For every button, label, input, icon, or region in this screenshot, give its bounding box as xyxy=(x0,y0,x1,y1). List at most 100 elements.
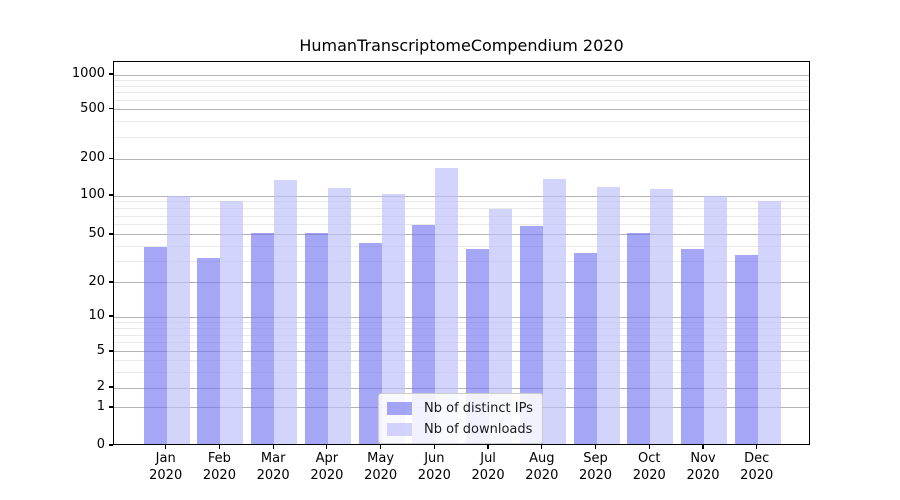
gridline-major xyxy=(114,234,809,236)
y-tick-mark xyxy=(109,157,113,160)
x-tick-year: 2020 xyxy=(256,467,290,483)
gridline-minor xyxy=(114,201,809,203)
x-axis-tick-label: Feb 2020 xyxy=(188,451,250,484)
x-tick-mark xyxy=(756,445,758,449)
bar-downloads-may xyxy=(381,193,405,444)
x-tick-month: Oct xyxy=(638,451,661,466)
x-tick-mark xyxy=(326,445,328,449)
gridline-major xyxy=(114,74,809,76)
x-axis-tick-label: Mar 2020 xyxy=(242,451,304,484)
x-axis-tick-label: Apr 2020 xyxy=(296,451,358,484)
x-tick-month: Nov xyxy=(690,451,716,466)
x-tick-year: 2020 xyxy=(202,467,236,483)
y-axis-tick-label: 20 xyxy=(88,273,105,289)
bar-downloads-jul xyxy=(489,208,513,444)
gridline-major xyxy=(114,282,809,284)
x-tick-year: 2020 xyxy=(632,467,666,483)
x-tick-mark xyxy=(218,445,221,449)
x-tick-mark xyxy=(702,445,704,449)
bar-downloads-aug xyxy=(542,178,566,444)
x-tick-mark xyxy=(648,445,650,449)
gridline-minor xyxy=(114,215,809,217)
y-axis-tick-label: 10 xyxy=(88,308,105,323)
legend-label-distinct-ips: Nb of distinct IPs xyxy=(424,400,533,416)
y-axis-tick-label: 1000 xyxy=(71,66,105,82)
gridline-minor xyxy=(114,334,809,336)
x-tick-mark xyxy=(594,445,597,449)
x-tick-year: 2020 xyxy=(149,467,183,483)
bar-downloads-jan xyxy=(166,196,190,444)
x-tick-year: 2020 xyxy=(310,467,344,483)
gridline-major xyxy=(114,158,809,160)
y-tick-mark xyxy=(109,350,113,352)
gridline-major xyxy=(114,195,809,197)
legend-item-downloads: Nb of downloads xyxy=(387,420,533,438)
y-axis-tick-label: 1 xyxy=(96,398,105,414)
x-tick-year: 2020 xyxy=(417,467,451,483)
x-tick-mark xyxy=(380,445,382,449)
gridline-major xyxy=(114,387,809,389)
gridline-minor xyxy=(114,224,809,226)
gridline-minor xyxy=(114,99,809,101)
bar-distinct-ips-nov xyxy=(681,248,704,444)
gridline-major xyxy=(114,351,809,353)
gridline-major xyxy=(114,109,809,110)
x-tick-year: 2020 xyxy=(364,467,398,483)
plot-area: Nb of distinct IPs Nb of downloads xyxy=(113,61,810,445)
gridline-minor xyxy=(114,342,809,344)
bar-downloads-nov xyxy=(704,196,727,444)
legend-swatch-distinct-ips xyxy=(387,401,412,415)
x-tick-month: Jun xyxy=(424,451,445,466)
gridline-minor xyxy=(114,327,809,329)
gridline-minor xyxy=(114,261,809,263)
y-tick-mark xyxy=(109,107,113,110)
x-axis-tick-label: Oct 2020 xyxy=(618,451,680,484)
x-tick-mark xyxy=(487,445,489,449)
y-axis-tick-label: 500 xyxy=(80,100,105,116)
y-axis-tick-label: 200 xyxy=(80,150,105,166)
y-tick-mark xyxy=(109,73,113,75)
bar-distinct-ips-feb xyxy=(197,258,221,444)
gridline-minor xyxy=(114,92,809,94)
x-axis-tick-label: Sep 2020 xyxy=(565,451,627,484)
legend-swatch-downloads xyxy=(387,422,412,436)
x-axis-tick-label: Jan 2020 xyxy=(135,451,197,484)
y-tick-mark xyxy=(109,315,113,317)
x-tick-month: Jul xyxy=(480,451,496,466)
y-axis-tick-label: 0 xyxy=(96,437,105,452)
x-tick-mark xyxy=(541,445,543,449)
x-tick-year: 2020 xyxy=(471,467,505,483)
x-tick-year: 2020 xyxy=(525,467,559,483)
gridline-major xyxy=(114,316,809,318)
y-axis-tick-label: 2 xyxy=(96,379,105,395)
x-tick-month: Sep xyxy=(583,451,608,466)
gridline-minor xyxy=(114,246,809,248)
bar-downloads-jun xyxy=(435,167,459,444)
x-axis-tick-label: Aug 2020 xyxy=(511,451,573,484)
x-tick-month: Dec xyxy=(744,451,770,466)
gridline-minor xyxy=(114,85,809,87)
y-axis-tick-label: 50 xyxy=(88,225,105,241)
chart-title: HumanTranscriptomeCompendium 2020 xyxy=(299,36,624,55)
gridline-minor xyxy=(114,79,809,81)
x-tick-month: Feb xyxy=(207,451,231,466)
gridline-minor xyxy=(114,321,809,323)
legend-label-downloads: Nb of downloads xyxy=(424,421,533,437)
x-tick-month: Aug xyxy=(529,451,555,466)
bar-distinct-ips-aug xyxy=(519,225,543,444)
legend: Nb of distinct IPs Nb of downloads xyxy=(378,393,543,444)
bar-distinct-ips-sep xyxy=(573,253,597,444)
y-tick-mark xyxy=(109,386,113,388)
gridline-minor xyxy=(114,371,809,373)
x-axis-tick-label: Jul 2020 xyxy=(457,451,519,484)
x-tick-mark xyxy=(165,445,167,449)
y-tick-mark xyxy=(109,406,113,408)
x-tick-year: 2020 xyxy=(740,467,774,483)
bar-downloads-feb xyxy=(220,200,244,444)
y-tick-mark xyxy=(109,281,113,283)
y-tick-mark xyxy=(109,233,113,235)
bar-downloads-dec xyxy=(757,200,781,444)
x-axis-tick-label: Dec 2020 xyxy=(726,451,788,484)
x-tick-month: May xyxy=(367,451,395,466)
legend-item-distinct-ips: Nb of distinct IPs xyxy=(387,399,533,417)
